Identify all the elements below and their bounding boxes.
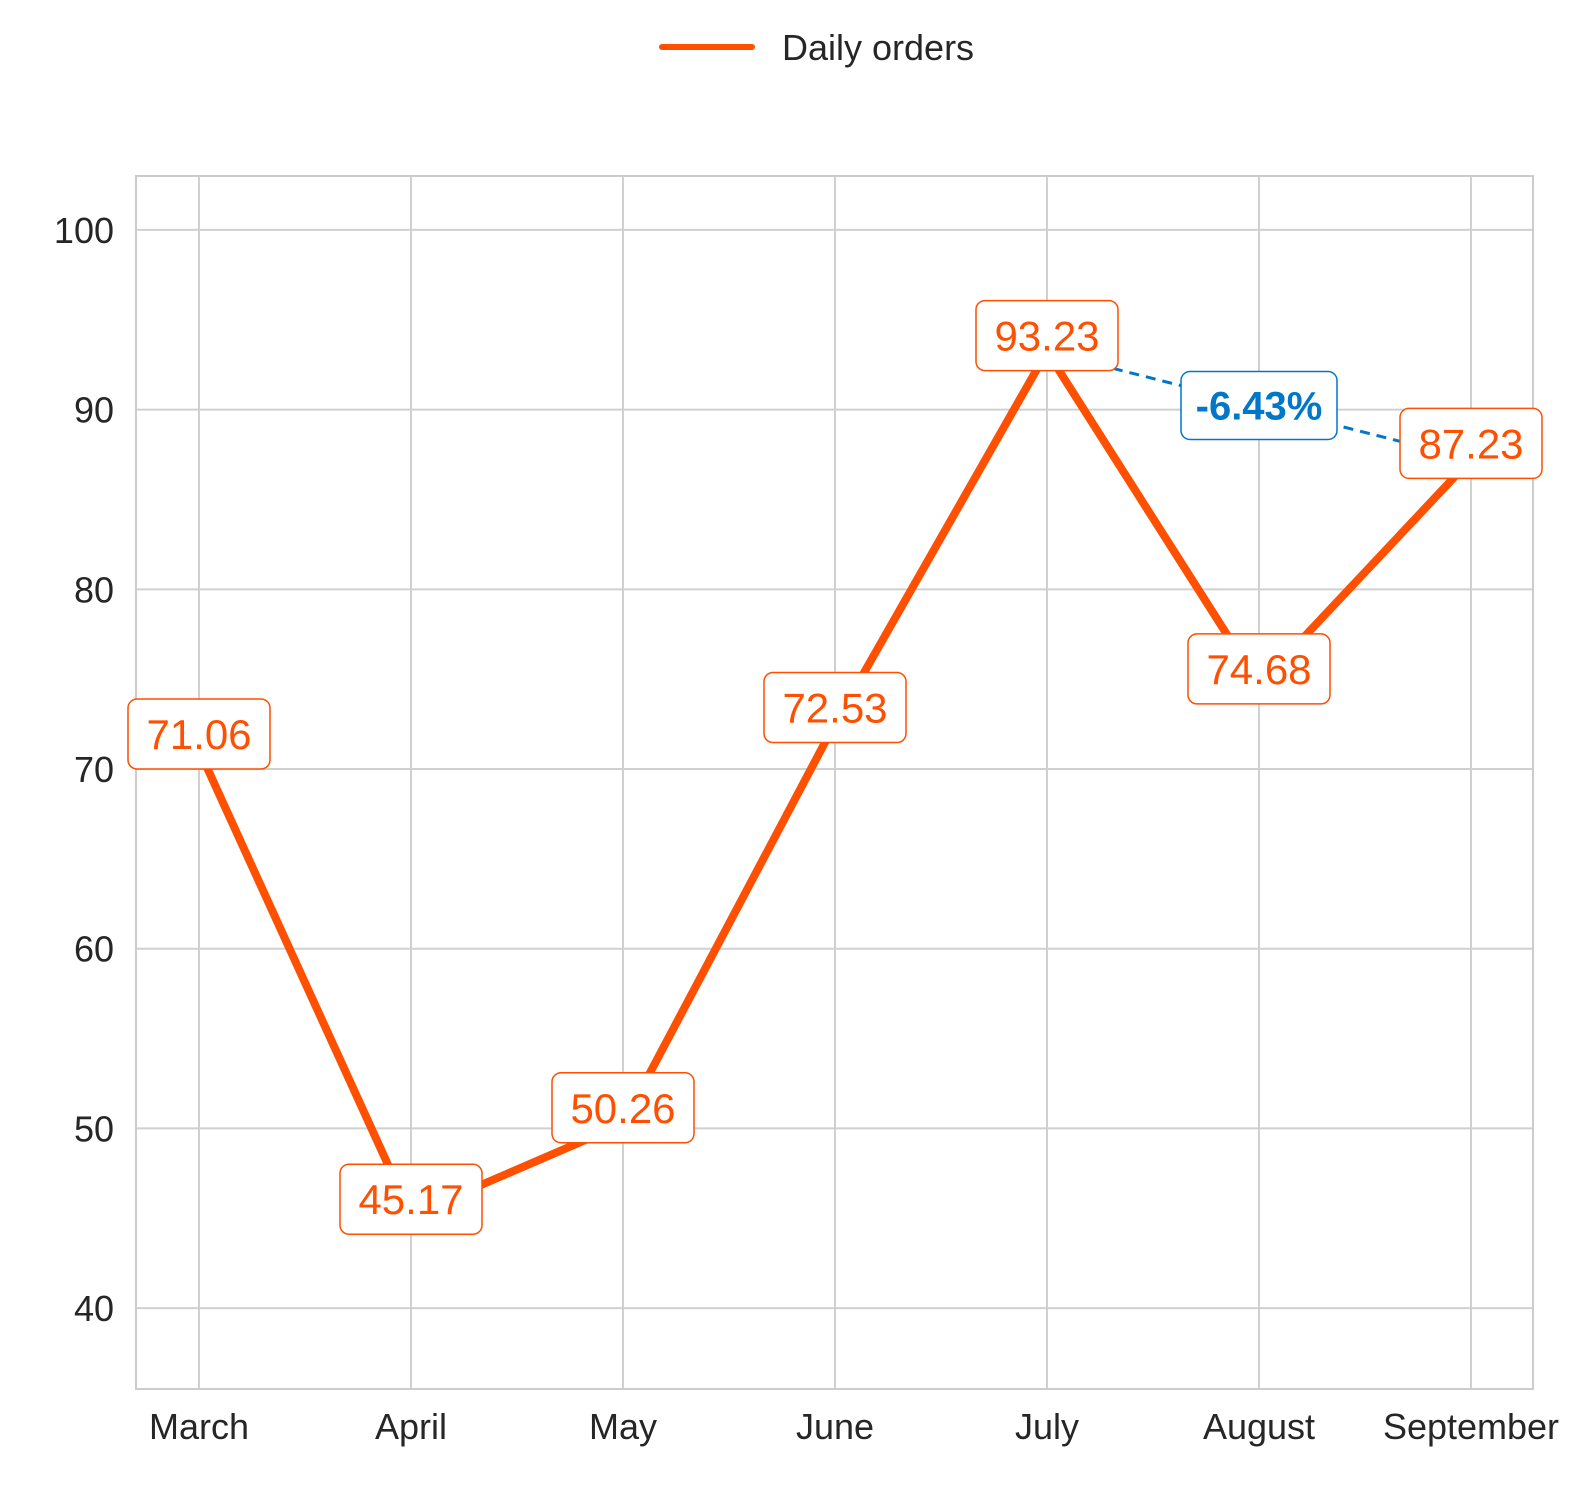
data-label-march: 71.06 [146, 711, 251, 758]
x-tick-label-july: July [1015, 1406, 1079, 1447]
data-label-box-june [763, 671, 907, 744]
data-label-box-august [1187, 633, 1331, 705]
data-label-box-september [1399, 407, 1543, 480]
plot-frame [135, 175, 1534, 1390]
x-axis-ticks: March April May June July August September [149, 1406, 1559, 1447]
x-tick-label-march: March [149, 1406, 249, 1447]
x-tick-label-september: September [1383, 1406, 1559, 1447]
data-labels: 71.06 45.17 50.26 72.53 93.23 74.68 87.23 [127, 299, 1543, 1235]
legend-label-daily-orders: Daily orders [782, 27, 974, 68]
change-annotation: -6.43% [1046, 350, 1472, 461]
y-tick-label-60: 60 [74, 929, 114, 970]
data-label-may: 50.26 [570, 1085, 675, 1132]
data-label-june: 72.53 [782, 685, 887, 732]
y-tick-label-100: 100 [54, 210, 114, 251]
grid [136, 176, 1533, 1389]
y-axis-ticks: 40 50 60 70 80 90 100 [54, 210, 114, 1329]
change-badge-box [1180, 370, 1338, 441]
x-tick-label-august: August [1203, 1406, 1315, 1447]
data-label-july: 93.23 [994, 313, 1099, 360]
y-tick-label-50: 50 [74, 1108, 114, 1149]
y-tick-label-80: 80 [74, 569, 114, 610]
data-label-august: 74.68 [1206, 646, 1311, 693]
data-label-april: 45.17 [358, 1176, 463, 1223]
y-tick-label-40: 40 [74, 1288, 114, 1329]
legend: Daily orders [659, 27, 974, 68]
x-tick-label-june: June [796, 1406, 874, 1447]
x-tick-label-april: April [375, 1406, 447, 1447]
data-label-september: 87.23 [1418, 420, 1523, 467]
data-label-box-july [975, 299, 1119, 372]
x-tick-label-may: May [589, 1406, 657, 1447]
change-badge-text: -6.43% [1196, 384, 1323, 428]
data-label-box-march [127, 698, 271, 770]
data-label-box-may [551, 1072, 695, 1144]
y-tick-label-90: 90 [74, 390, 114, 431]
y-tick-label-70: 70 [74, 749, 114, 790]
data-label-box-april [339, 1163, 483, 1235]
